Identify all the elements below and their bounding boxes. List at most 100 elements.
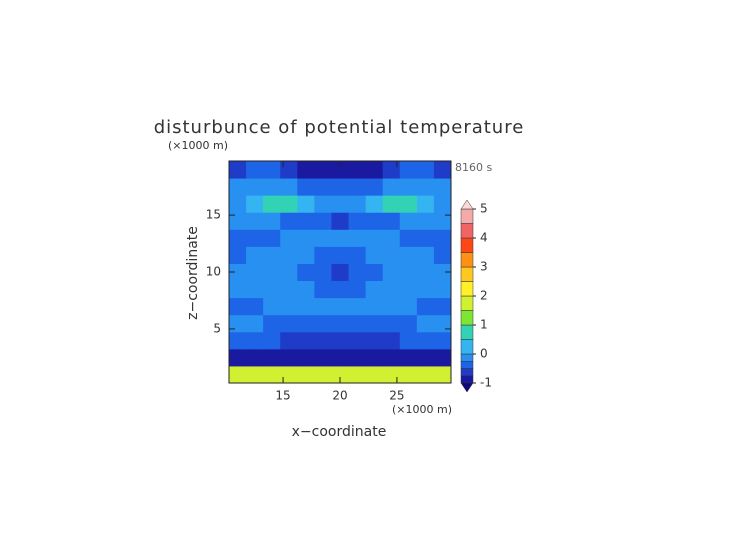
cell <box>280 365 298 384</box>
cell <box>433 246 452 264</box>
cell <box>280 263 298 282</box>
cell <box>399 246 418 264</box>
colorbar-segment <box>460 375 474 384</box>
cell <box>399 195 418 213</box>
cell <box>280 331 298 350</box>
cell <box>246 365 264 384</box>
cell <box>314 348 332 367</box>
cell <box>382 365 401 384</box>
y-tick-label: 5 <box>213 321 221 335</box>
cell <box>416 212 435 230</box>
cell <box>365 161 384 179</box>
cell <box>229 195 247 213</box>
cell <box>416 365 435 384</box>
colorbar-under <box>460 382 474 393</box>
cell <box>229 263 247 282</box>
cell <box>331 280 350 299</box>
cell <box>263 212 281 230</box>
colorbar-segment <box>460 339 474 355</box>
cell <box>246 195 264 213</box>
cell <box>348 297 367 316</box>
cell <box>297 212 315 230</box>
cell <box>433 229 452 247</box>
cell <box>280 314 298 333</box>
cell <box>331 178 350 196</box>
colorbar-segment <box>460 237 474 253</box>
cell <box>399 212 418 230</box>
cell <box>280 212 298 230</box>
cell <box>229 229 247 247</box>
colorbar-segment <box>460 361 474 369</box>
colorbar-segment <box>460 266 474 282</box>
colorbar-segment <box>460 295 474 311</box>
cell <box>314 246 332 264</box>
x-tick-label: 25 <box>389 389 404 403</box>
cell <box>229 280 247 299</box>
cell <box>382 331 401 350</box>
colorbar-segment <box>460 223 474 239</box>
cell <box>382 348 401 367</box>
chart-title: disturbunce of potential temperature <box>154 117 525 138</box>
cell <box>433 365 452 384</box>
cell <box>365 229 384 247</box>
cell <box>382 195 401 213</box>
cell <box>297 263 315 282</box>
cell <box>433 161 452 179</box>
cell <box>382 297 401 316</box>
cell <box>246 348 264 367</box>
cell <box>297 195 315 213</box>
cell <box>331 195 350 213</box>
colorbar-tick-label: 1 <box>480 318 488 332</box>
cell <box>314 297 332 316</box>
cell <box>246 331 264 350</box>
cell <box>246 246 264 264</box>
cell <box>331 246 350 264</box>
cell <box>331 212 350 230</box>
cell <box>297 297 315 316</box>
cell <box>297 348 315 367</box>
cell <box>314 365 332 384</box>
cell <box>297 331 315 350</box>
colorbar-segment <box>460 310 474 326</box>
cell <box>331 161 350 179</box>
cell <box>314 161 332 179</box>
colorbar-tick-label: 4 <box>480 231 488 245</box>
cell <box>416 331 435 350</box>
cell <box>280 195 298 213</box>
cell <box>348 229 367 247</box>
cell <box>382 280 401 299</box>
cell <box>331 297 350 316</box>
cell <box>433 314 452 333</box>
cell <box>229 365 247 384</box>
cell <box>229 331 247 350</box>
cell <box>263 365 281 384</box>
cell <box>246 297 264 316</box>
cell <box>314 331 332 350</box>
y-axis-label: z−coordinate <box>185 226 201 320</box>
cell <box>416 178 435 196</box>
cell <box>229 314 247 333</box>
cell <box>263 229 281 247</box>
cell <box>382 246 401 264</box>
cell <box>399 348 418 367</box>
cell <box>348 314 367 333</box>
cell <box>348 195 367 213</box>
colorbar-tick-label: -1 <box>480 376 492 390</box>
cell <box>246 161 264 179</box>
cell <box>416 314 435 333</box>
cell <box>348 331 367 350</box>
cell <box>280 297 298 316</box>
cell <box>348 178 367 196</box>
cell <box>331 348 350 367</box>
cell <box>365 280 384 299</box>
colorbar-segment <box>460 324 474 340</box>
cell <box>331 314 350 333</box>
cell <box>246 263 264 282</box>
cell <box>416 348 435 367</box>
x-unit: (×1000 m) <box>392 403 452 416</box>
cell <box>433 348 452 367</box>
cell <box>263 280 281 299</box>
cell <box>416 246 435 264</box>
cell <box>331 263 350 282</box>
